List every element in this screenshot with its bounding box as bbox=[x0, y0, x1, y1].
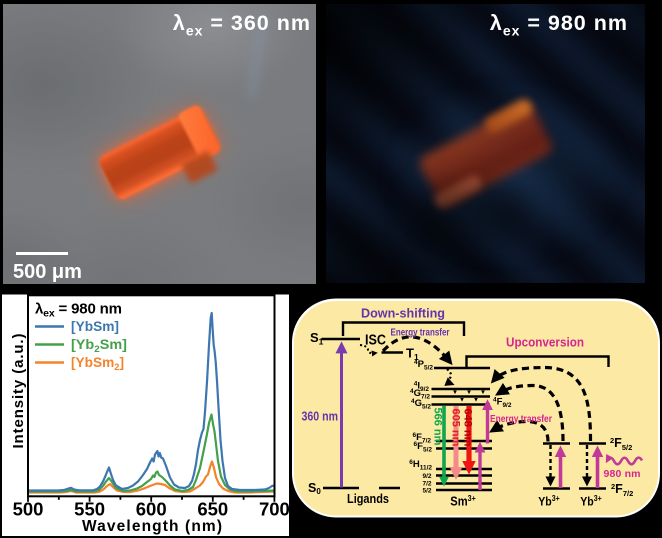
svg-text:[YbSm2]: [YbSm2] bbox=[71, 354, 124, 373]
svg-text:[YbSm]: [YbSm] bbox=[71, 318, 119, 334]
svg-text:9/2: 9/2 bbox=[422, 473, 431, 480]
svg-text:605 nm: 605 nm bbox=[450, 409, 462, 447]
svg-text:980 nm: 980 nm bbox=[604, 468, 641, 480]
svg-text:500: 500 bbox=[13, 499, 44, 520]
svg-text:2F5/2: 2F5/2 bbox=[610, 436, 632, 452]
svg-text:Energy transfer: Energy transfer bbox=[391, 328, 450, 339]
svg-text:[Yb2Sm]: [Yb2Sm] bbox=[71, 336, 127, 355]
svg-text:7/2: 7/2 bbox=[422, 481, 431, 488]
svg-text:5/2: 5/2 bbox=[422, 488, 431, 495]
svg-text:4G5/2: 4G5/2 bbox=[411, 398, 431, 411]
svg-text:2F7/2: 2F7/2 bbox=[611, 482, 633, 498]
svg-text:566 nm: 566 nm bbox=[432, 408, 444, 446]
svg-text:Ligands: Ligands bbox=[347, 492, 389, 506]
svg-text:Upconversion: Upconversion bbox=[506, 336, 584, 350]
svg-text:4G7/2: 4G7/2 bbox=[410, 388, 430, 401]
svg-text:650: 650 bbox=[197, 499, 228, 520]
svg-text:Energy transfer: Energy transfer bbox=[490, 413, 552, 425]
svg-text:700: 700 bbox=[259, 499, 290, 520]
svg-text:6F5/2: 6F5/2 bbox=[414, 441, 433, 454]
svg-text:6F7/2: 6F7/2 bbox=[413, 432, 432, 445]
svg-text:6H11/2: 6H11/2 bbox=[409, 459, 432, 472]
svg-text:648 nm: 648 nm bbox=[462, 409, 474, 447]
svg-text:Intensity (a.u.): Intensity (a.u.) bbox=[10, 334, 27, 449]
svg-text:ISC: ISC bbox=[365, 333, 386, 349]
svg-text:4I9/2: 4I9/2 bbox=[414, 381, 430, 394]
svg-text:550: 550 bbox=[74, 499, 105, 520]
svg-text:Wavelength (nm): Wavelength (nm) bbox=[82, 518, 222, 535]
svg-text:Down-shifting: Down-shifting bbox=[361, 307, 445, 321]
svg-text:600: 600 bbox=[136, 499, 167, 520]
svg-text:λex = 980 nm: λex = 980 nm bbox=[35, 301, 122, 320]
svg-text:4P5/2: 4P5/2 bbox=[414, 359, 433, 372]
svg-text:4F9/2: 4F9/2 bbox=[493, 397, 512, 410]
svg-text:360 nm: 360 nm bbox=[302, 409, 339, 424]
